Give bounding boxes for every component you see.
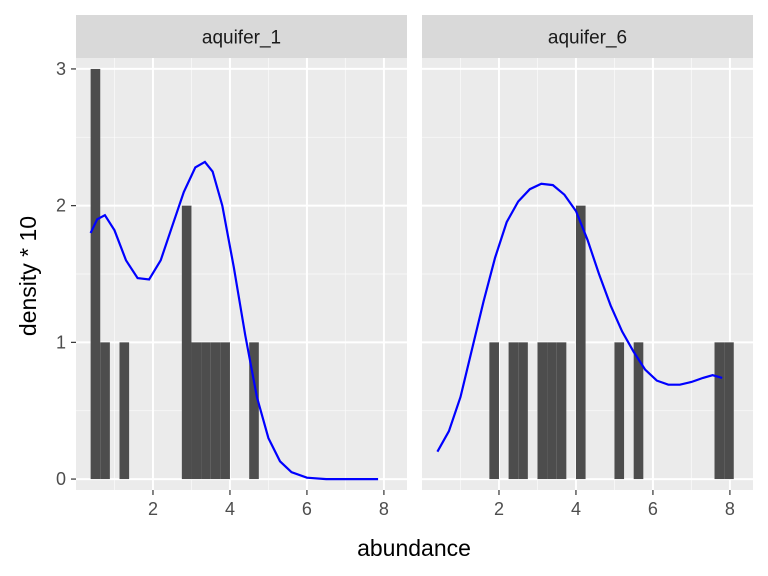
histogram-bar: [119, 342, 130, 480]
histogram-bar: [556, 342, 567, 480]
facet-strip-label: aquifer_1: [202, 28, 281, 49]
x-tick-label: 4: [571, 499, 581, 519]
y-tick-label: 0: [56, 469, 66, 489]
facet-strip-label: aquifer_6: [548, 28, 627, 49]
histogram-bar: [547, 342, 557, 480]
histogram-bar: [220, 342, 230, 480]
x-tick-label: 2: [148, 499, 158, 519]
histogram-bar: [714, 342, 725, 480]
histogram-bar: [614, 342, 625, 480]
x-tick-label: 6: [302, 499, 312, 519]
x-tick-label: 4: [225, 499, 235, 519]
x-tick-label: 8: [379, 499, 389, 519]
facet-panel-2: aquifer_6 2 4 6 8: [422, 15, 753, 519]
histogram-bar: [508, 342, 519, 480]
y-tick-label: 2: [56, 196, 66, 216]
y-axis-title: density * 10: [15, 216, 41, 336]
density-curve: [436, 182, 723, 453]
facet-strip: [422, 15, 753, 58]
histogram-bar: [724, 342, 734, 480]
histogram-bar: [201, 342, 211, 480]
density-curve: [89, 160, 379, 481]
histogram-bar: [249, 342, 259, 480]
histogram-bar: [489, 342, 499, 480]
histogram-bar: [181, 205, 192, 480]
y-tick-label: 1: [56, 332, 66, 352]
histogram-bar: [633, 342, 644, 480]
y-tick-label: 3: [56, 59, 66, 79]
x-tick-label: 8: [725, 499, 735, 519]
panels-layer: aquifer_1 2 4 6 8 0 1 2 3 aquifer_6 2 4 6 8: [56, 15, 753, 519]
facet-panel-1: aquifer_1 2 4 6 8 0 1 2 3: [56, 15, 407, 519]
histogram-bar: [210, 342, 221, 480]
histogram-bar: [575, 205, 586, 480]
x-tick-label: 6: [648, 499, 658, 519]
histogram-bar: [537, 342, 548, 480]
histogram-bar: [518, 342, 528, 480]
histogram-bar: [100, 342, 110, 480]
x-tick-label: 2: [494, 499, 504, 519]
facet-strip: [76, 15, 407, 58]
x-axis-title: abundance: [357, 535, 471, 561]
histogram-bar: [90, 68, 101, 480]
histogram-bar: [191, 342, 202, 480]
